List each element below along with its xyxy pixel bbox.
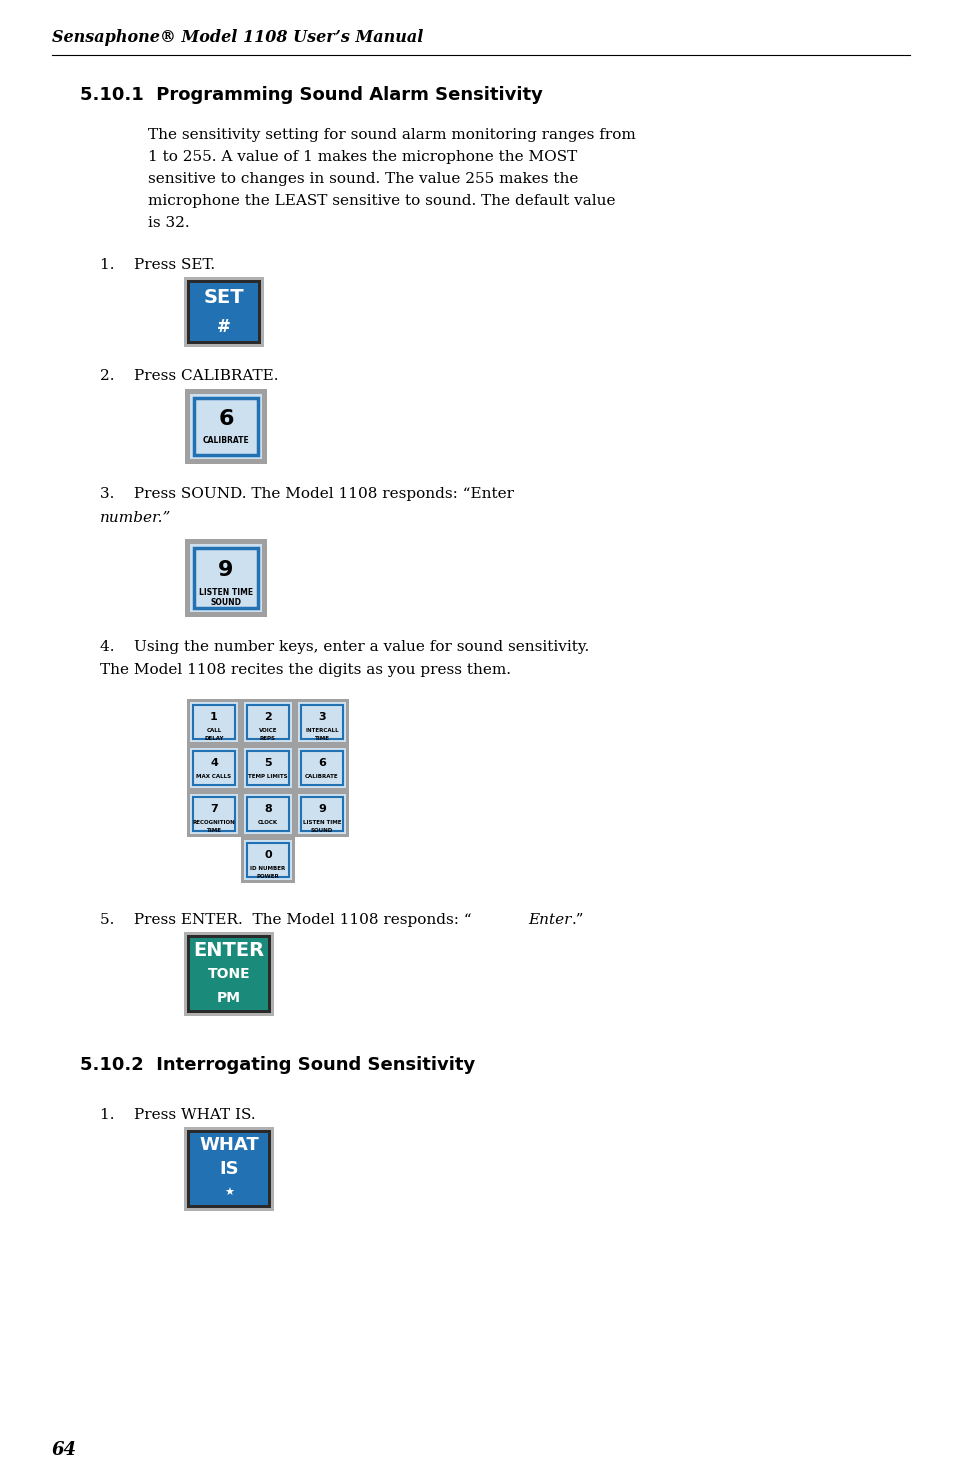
Text: IS: IS <box>219 1159 238 1179</box>
Text: PM: PM <box>216 991 241 1004</box>
Text: INTERCALL: INTERCALL <box>305 727 338 733</box>
Text: ID NUMBER: ID NUMBER <box>250 866 285 870</box>
Text: .”: .” <box>572 913 584 926</box>
FancyBboxPatch shape <box>187 745 241 791</box>
Text: ★: ★ <box>224 1187 233 1198</box>
FancyBboxPatch shape <box>297 702 346 742</box>
FancyBboxPatch shape <box>294 791 349 836</box>
Text: POWER: POWER <box>256 873 279 879</box>
Text: 4: 4 <box>210 758 217 768</box>
Text: CALL: CALL <box>206 727 221 733</box>
FancyBboxPatch shape <box>190 283 257 341</box>
Text: microphone the LEAST sensitive to sound. The default value: microphone the LEAST sensitive to sound.… <box>148 195 615 208</box>
FancyBboxPatch shape <box>244 794 292 833</box>
Text: TIME: TIME <box>206 827 221 832</box>
Text: #: # <box>217 317 231 335</box>
Text: SOUND: SOUND <box>211 599 241 608</box>
FancyBboxPatch shape <box>187 280 261 344</box>
Text: is 32.: is 32. <box>148 215 190 230</box>
FancyBboxPatch shape <box>244 839 292 881</box>
FancyBboxPatch shape <box>241 791 294 836</box>
Text: SET: SET <box>204 288 244 307</box>
FancyBboxPatch shape <box>190 544 262 612</box>
Text: ENTER: ENTER <box>193 941 264 960</box>
Text: SOUND: SOUND <box>311 827 333 832</box>
FancyBboxPatch shape <box>184 277 264 347</box>
FancyBboxPatch shape <box>187 1130 271 1208</box>
FancyBboxPatch shape <box>187 935 271 1013</box>
Text: TEMP LIMITS: TEMP LIMITS <box>248 773 288 779</box>
Text: 7: 7 <box>210 804 217 814</box>
Text: 3: 3 <box>318 712 326 723</box>
Text: sensitive to changes in sound. The value 255 makes the: sensitive to changes in sound. The value… <box>148 173 578 186</box>
Text: CLOCK: CLOCK <box>257 820 277 825</box>
FancyBboxPatch shape <box>187 699 241 745</box>
FancyBboxPatch shape <box>190 1133 268 1205</box>
Text: 5.10.2  Interrogating Sound Sensitivity: 5.10.2 Interrogating Sound Sensitivity <box>80 1056 475 1074</box>
FancyBboxPatch shape <box>241 836 294 884</box>
FancyBboxPatch shape <box>244 748 292 788</box>
Text: 1 to 255. A value of 1 makes the microphone the MOST: 1 to 255. A value of 1 makes the microph… <box>148 150 577 164</box>
Text: Enter: Enter <box>527 913 571 926</box>
FancyBboxPatch shape <box>297 794 346 833</box>
Text: 1.    Press WHAT IS.: 1. Press WHAT IS. <box>100 1108 255 1122</box>
FancyBboxPatch shape <box>294 745 349 791</box>
Text: WHAT: WHAT <box>199 1136 258 1153</box>
Text: number.”: number.” <box>100 510 172 525</box>
FancyBboxPatch shape <box>190 748 237 788</box>
FancyBboxPatch shape <box>184 1127 274 1211</box>
Text: 1: 1 <box>210 712 217 723</box>
FancyBboxPatch shape <box>190 938 268 1010</box>
Text: 8: 8 <box>264 804 272 814</box>
Text: RECOGNITION: RECOGNITION <box>193 820 235 825</box>
Text: TONE: TONE <box>208 968 250 981</box>
FancyBboxPatch shape <box>297 748 346 788</box>
Text: LISTEN TIME: LISTEN TIME <box>199 589 253 597</box>
Text: 4.    Using the number keys, enter a value for sound sensitivity.: 4. Using the number keys, enter a value … <box>100 640 589 653</box>
FancyBboxPatch shape <box>241 699 294 745</box>
Text: 6: 6 <box>218 409 233 429</box>
Text: 64: 64 <box>52 1441 77 1459</box>
FancyBboxPatch shape <box>184 932 274 1016</box>
Text: REPS: REPS <box>260 736 275 740</box>
Text: 0: 0 <box>264 850 272 860</box>
Text: 5.    Press ENTER.  The Model 1108 responds: “: 5. Press ENTER. The Model 1108 responds:… <box>100 913 471 926</box>
Text: TIME: TIME <box>314 736 329 740</box>
FancyBboxPatch shape <box>244 702 292 742</box>
Text: The Model 1108 recites the digits as you press them.: The Model 1108 recites the digits as you… <box>100 662 511 677</box>
Text: CALIBRATE: CALIBRATE <box>202 437 249 445</box>
Text: The sensitivity setting for sound alarm monitoring ranges from: The sensitivity setting for sound alarm … <box>148 128 635 142</box>
Text: LISTEN TIME: LISTEN TIME <box>302 820 341 825</box>
Text: 2: 2 <box>264 712 272 723</box>
Text: 2.    Press CALIBRATE.: 2. Press CALIBRATE. <box>100 369 278 384</box>
Text: 3.    Press SOUND. The Model 1108 responds: “Enter: 3. Press SOUND. The Model 1108 responds:… <box>100 487 514 502</box>
Text: VOICE: VOICE <box>258 727 277 733</box>
FancyBboxPatch shape <box>187 791 241 836</box>
FancyBboxPatch shape <box>190 794 237 833</box>
FancyBboxPatch shape <box>185 538 267 617</box>
Text: 5: 5 <box>264 758 272 768</box>
Text: Sensaphone® Model 1108 User’s Manual: Sensaphone® Model 1108 User’s Manual <box>52 30 423 47</box>
Text: CALIBRATE: CALIBRATE <box>305 773 338 779</box>
FancyBboxPatch shape <box>190 394 262 459</box>
Text: MAX CALLS: MAX CALLS <box>196 773 232 779</box>
FancyBboxPatch shape <box>190 702 237 742</box>
Text: 9: 9 <box>317 804 326 814</box>
FancyBboxPatch shape <box>294 699 349 745</box>
Text: 9: 9 <box>218 560 233 580</box>
Text: 5.10.1  Programming Sound Alarm Sensitivity: 5.10.1 Programming Sound Alarm Sensitivi… <box>80 86 542 105</box>
Text: 1.    Press SET.: 1. Press SET. <box>100 258 214 271</box>
FancyBboxPatch shape <box>241 745 294 791</box>
Text: DELAY: DELAY <box>204 736 224 740</box>
Text: 6: 6 <box>317 758 326 768</box>
FancyBboxPatch shape <box>185 389 267 465</box>
